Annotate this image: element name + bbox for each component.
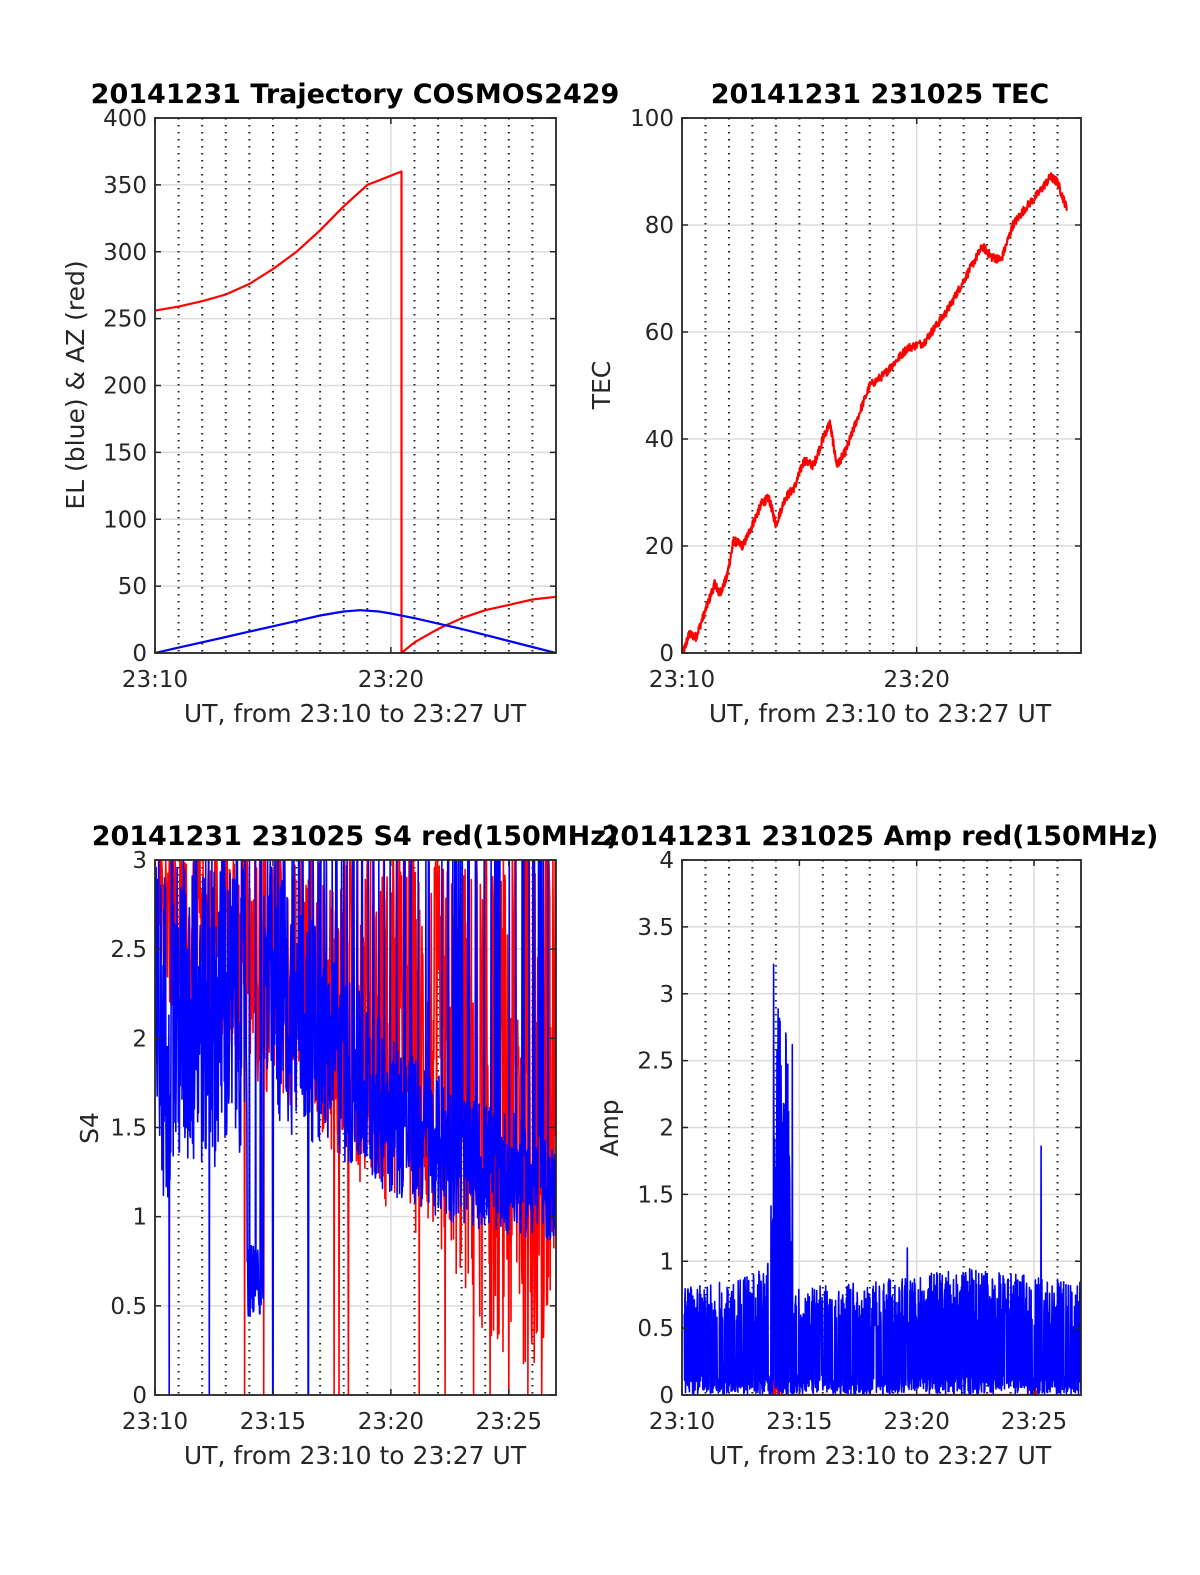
y-tick-label: 0.5 (637, 1316, 674, 1342)
y-tick-label: 150 (103, 440, 147, 466)
chart-title: 20141231 231025 S4 red(150MHz) (92, 821, 619, 852)
series-group (155, 170, 556, 653)
series-line (155, 860, 556, 1395)
series-line (155, 170, 556, 653)
panel-tec: 20141231 231025 TEC UT, from 23:10 to 23… (587, 79, 1082, 728)
y-tick-label: 350 (103, 173, 147, 199)
plot-area (682, 118, 1081, 653)
y-tick-label: 100 (630, 106, 674, 132)
y-tick-label: 1 (132, 1205, 147, 1231)
y-tick-label: 250 (103, 307, 147, 333)
y-tick-label: 1.5 (637, 1182, 674, 1208)
panel-s4: 20141231 231025 S4 red(150MHz) UT, from … (75, 821, 618, 1470)
x-tick-label: 23:25 (1001, 1409, 1067, 1435)
y-tick-label: 50 (118, 574, 147, 600)
x-axis-label: UT, from 23:10 to 23:27 UT (184, 699, 527, 728)
x-tick-label: 23:20 (884, 1409, 950, 1435)
series-group (155, 860, 556, 1395)
y-tick-label: 1 (659, 1249, 674, 1275)
x-tick-label: 23:10 (122, 1409, 188, 1435)
panel-amp: 20141231 231025 Amp red(150MHz) UT, from… (595, 821, 1158, 1470)
x-axis-label: UT, from 23:10 to 23:27 UT (709, 699, 1052, 728)
y-tick-label: 2 (132, 1026, 147, 1052)
y-tick-label: 300 (103, 240, 147, 266)
y-tick-label: 80 (645, 213, 674, 239)
chart-title: 20141231 Trajectory COSMOS2429 (91, 79, 620, 110)
y-tick-label: 20 (645, 534, 674, 560)
x-tick-label: 23:15 (766, 1409, 832, 1435)
y-tick-label: 0.5 (110, 1294, 147, 1320)
x-tick-label: 23:10 (649, 1409, 715, 1435)
x-axis-label: UT, from 23:10 to 23:27 UT (184, 1441, 527, 1470)
y-tick-label: 100 (103, 507, 147, 533)
series-line (682, 172, 1068, 653)
y-tick-label: 200 (103, 374, 147, 400)
y-tick-label: 0 (659, 1383, 674, 1409)
y-tick-label: 40 (645, 427, 674, 453)
y-tick-label: 0 (659, 641, 674, 667)
chart-title: 20141231 231025 Amp red(150MHz) (602, 821, 1159, 852)
y-axis-label: Amp (595, 1099, 624, 1156)
y-tick-label: 3 (659, 982, 674, 1008)
y-axis-label: S4 (75, 1112, 104, 1144)
x-axis-label: UT, from 23:10 to 23:27 UT (709, 1441, 1052, 1470)
x-tick-label: 23:20 (358, 1409, 424, 1435)
x-tick-label: 23:10 (649, 667, 715, 693)
x-tick-label: 23:20 (884, 667, 950, 693)
y-axis-label: EL (blue) & AZ (red) (61, 260, 90, 509)
x-tick-label: 23:10 (122, 667, 188, 693)
series-line (683, 963, 1081, 1395)
axes-frame (681, 117, 1082, 654)
panel-trajectory: 20141231 Trajectory COSMOS2429 UT, from … (61, 79, 619, 728)
y-tick-label: 1.5 (110, 1116, 147, 1142)
y-tick-label: 60 (645, 320, 674, 346)
y-tick-label: 2.5 (110, 937, 147, 963)
y-axis-label: TEC (587, 361, 616, 411)
chart-title: 20141231 231025 TEC (711, 79, 1050, 110)
x-tick-label: 23:20 (358, 667, 424, 693)
series-group (682, 172, 1068, 653)
x-tick-label: 23:25 (476, 1409, 542, 1435)
y-tick-label: 2.5 (637, 1049, 674, 1075)
x-tick-label: 23:15 (240, 1409, 306, 1435)
y-tick-label: 2 (659, 1116, 674, 1142)
y-tick-label: 0 (132, 641, 147, 667)
y-tick-label: 400 (103, 106, 147, 132)
y-tick-label: 3.5 (637, 915, 674, 941)
series-line (155, 609, 556, 653)
y-tick-label: 3 (132, 848, 147, 874)
y-tick-label: 4 (659, 848, 674, 874)
y-tick-label: 0 (132, 1383, 147, 1409)
